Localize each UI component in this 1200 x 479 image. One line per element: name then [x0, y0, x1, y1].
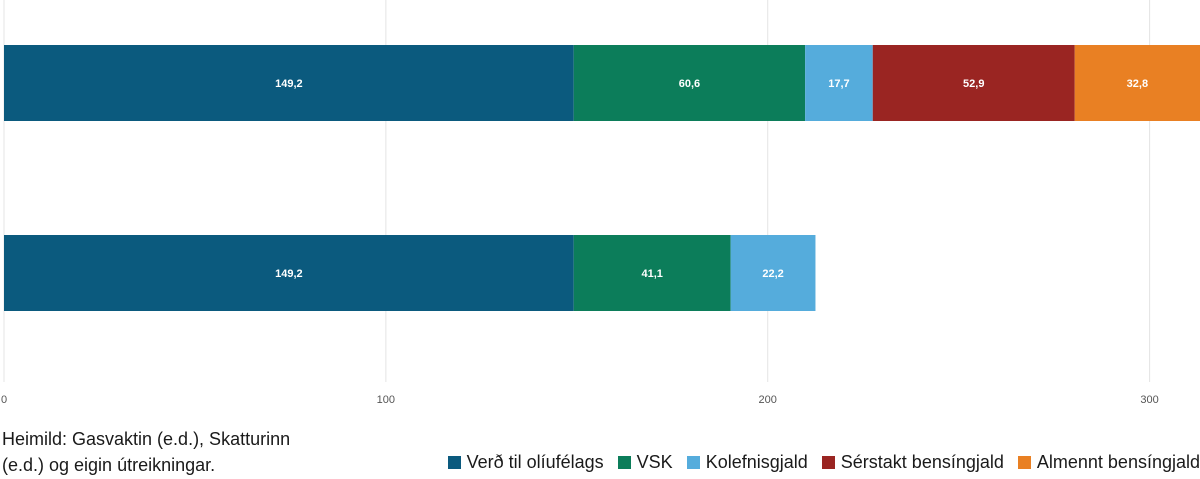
legend-item-vsk: VSK: [617, 452, 673, 473]
legend-swatch: [686, 456, 700, 469]
legend-label: VSK: [636, 452, 673, 472]
data-label: 17,7: [828, 78, 849, 90]
bar-segment: [573, 235, 731, 311]
legend-label: Sérstakt bensíngjald: [840, 452, 1004, 472]
source-line-1: Heimild: Gasvaktin (e.d.), Skatturinn: [2, 429, 291, 449]
legend-label: Verð til olíufélags: [466, 452, 604, 472]
bar-segment: [1074, 45, 1200, 121]
legend-swatch: [447, 456, 461, 469]
data-label: 41,1: [642, 268, 663, 280]
x-axis-ticks: 0 100 200 300: [1, 394, 1159, 406]
source-line-2: (e.d.) og eigin útreikningar.: [2, 455, 216, 475]
data-label: 32,8: [1127, 78, 1148, 90]
bar-segment: [730, 235, 816, 311]
legend-label: Almennt bensíngjald: [1036, 452, 1200, 472]
x-tick-label: 0: [1, 394, 7, 406]
source-note: Heimild: Gasvaktin (e.d.), Skatturinn (e…: [2, 426, 332, 478]
legend-swatch: [821, 456, 835, 469]
x-tick-label: 200: [759, 394, 777, 406]
legend-item-kolefnisgjald: Kolefnisgjald: [686, 452, 808, 473]
legend: Verð til olíufélags VSK Kolefnisgjald Sé…: [434, 452, 1200, 473]
legend-item-serstakt: Sérstakt bensíngjald: [821, 452, 1004, 473]
legend-label: Kolefnisgjald: [705, 452, 808, 472]
bar-segment: [4, 45, 574, 121]
stacked-bar-chart: 149,2 60,6 17,7 52,9 32,8 149,2 41,1 22,2 0 100 2…: [1, 0, 1200, 406]
bar-segment: [573, 45, 806, 121]
legend-item-almennt: Almennt bensíngjald: [1017, 452, 1200, 473]
data-label: 149,2: [275, 268, 303, 280]
bar-segment: [4, 235, 574, 311]
x-tick-label: 300: [1140, 394, 1158, 406]
bar-segment: [805, 45, 873, 121]
bar-segment: [872, 45, 1075, 121]
data-label: 52,9: [963, 78, 984, 90]
x-tick-label: 100: [377, 394, 395, 406]
data-label: 149,2: [275, 78, 303, 90]
data-label: 60,6: [679, 78, 700, 90]
legend-item-verd: Verð til olíufélags: [447, 452, 604, 473]
bars: 149,2 60,6 17,7 52,9 32,8 149,2 41,1 22,2: [4, 45, 1200, 311]
legend-swatch: [617, 456, 631, 469]
data-label: 22,2: [762, 268, 783, 280]
legend-swatch: [1017, 456, 1031, 469]
